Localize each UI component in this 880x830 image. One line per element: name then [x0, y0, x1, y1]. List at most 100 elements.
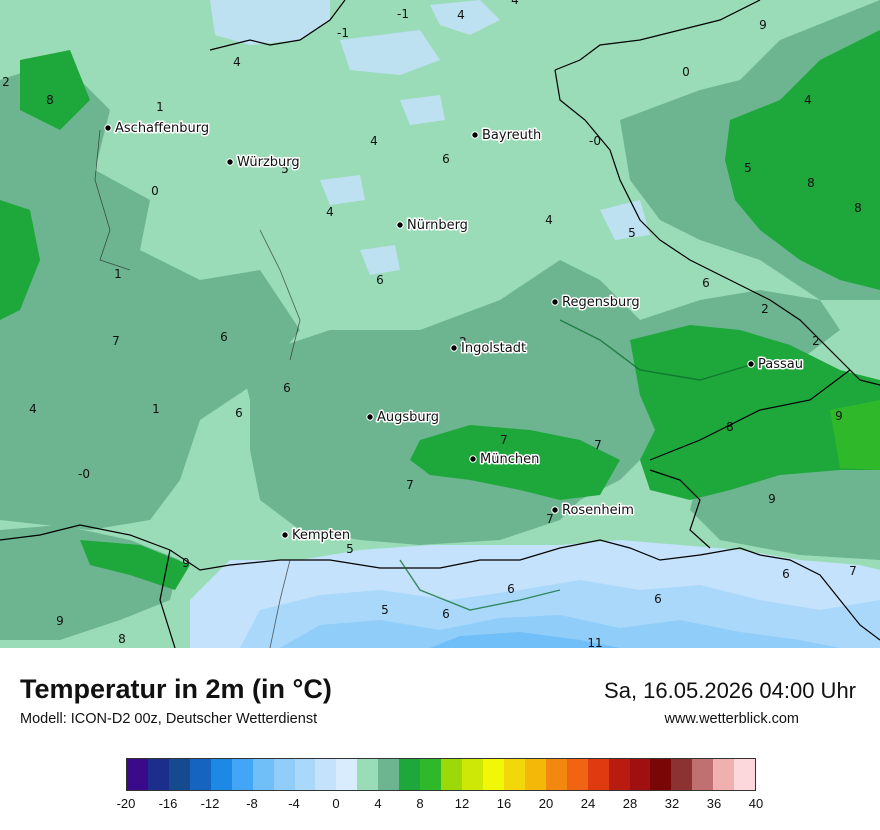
legend-tick-label: 36 [707, 796, 721, 811]
city-dot [282, 532, 288, 538]
legend-swatch [650, 759, 671, 790]
temperature-value: 2 [761, 302, 769, 316]
legend-swatch [274, 759, 295, 790]
temperature-value: 4 [233, 55, 241, 69]
legend-swatch [378, 759, 399, 790]
temperature-value: 7 [112, 334, 120, 348]
legend-tick-label: -8 [246, 796, 258, 811]
legend-swatch [420, 759, 441, 790]
legend-swatch [127, 759, 148, 790]
legend-swatch [588, 759, 609, 790]
city-label: Kempten [292, 528, 350, 543]
temperature-value: 6 [220, 330, 228, 344]
city-label: Regensburg [562, 295, 640, 310]
legend-swatch [734, 759, 755, 790]
city-marker: Rosenheim [552, 503, 634, 518]
temperature-value: 1 [114, 267, 122, 281]
temperature-value: 5 [381, 603, 389, 617]
legend-swatch [148, 759, 169, 790]
legend-swatch [399, 759, 420, 790]
legend-tick-label: 40 [749, 796, 763, 811]
city-label: Augsburg [377, 410, 439, 425]
legend-tick-label: 12 [455, 796, 469, 811]
city-label: Passau [758, 357, 803, 372]
temperature-value: 6 [283, 381, 291, 395]
legend-tick-label: 20 [539, 796, 553, 811]
city-dot [367, 414, 373, 420]
legend-swatch [462, 759, 483, 790]
city-dot [470, 456, 476, 462]
legend-swatch [483, 759, 504, 790]
legend-swatch [315, 759, 336, 790]
temperature-value: 5 [628, 226, 636, 240]
city-marker: Kempten [282, 528, 350, 543]
city-dot [227, 159, 233, 165]
temperature-value: 7 [849, 564, 857, 578]
legend-swatch [671, 759, 692, 790]
legend-swatch [713, 759, 734, 790]
temperature-value: 4 [457, 8, 465, 22]
city-label: Nürnberg [407, 218, 468, 233]
temperature-value: 6 [235, 406, 243, 420]
legend-swatch [692, 759, 713, 790]
legend-swatch [525, 759, 546, 790]
legend-swatch [169, 759, 190, 790]
legend-swatch [609, 759, 630, 790]
temperature-value: 1 [156, 100, 164, 114]
legend-tick-label: -16 [159, 796, 178, 811]
legend-swatch [441, 759, 462, 790]
legend-swatch [567, 759, 588, 790]
legend-swatch [211, 759, 232, 790]
temperature-value: 9 [759, 18, 767, 32]
legend-tick-label: 0 [332, 796, 339, 811]
legend-tick-label: 28 [623, 796, 637, 811]
color-scale-legend [126, 758, 756, 791]
temperature-value: 11 [587, 636, 602, 648]
city-label: Würzburg [237, 155, 300, 170]
temperature-value: 5 [346, 542, 354, 556]
legend-swatch [630, 759, 651, 790]
temperature-value: 9 [768, 492, 776, 506]
city-dot [552, 299, 558, 305]
city-marker: Regensburg [552, 295, 640, 310]
temperature-value: 7 [546, 512, 554, 526]
temperature-value: 4 [545, 213, 553, 227]
website-link[interactable]: www.wetterblick.com [664, 711, 799, 727]
city-label: Rosenheim [562, 503, 634, 518]
city-dot [105, 125, 111, 131]
legend-tick-label: -12 [201, 796, 220, 811]
temperature-value: 6 [654, 592, 662, 606]
legend-swatch [295, 759, 316, 790]
city-label: Bayreuth [482, 128, 541, 143]
city-dot [397, 222, 403, 228]
city-marker: München [470, 452, 540, 467]
temperature-value: 0 [682, 65, 690, 79]
legend-tick-label: -20 [117, 796, 136, 811]
temperature-value: 9 [56, 614, 64, 628]
temperature-value: 4 [804, 93, 812, 107]
legend-swatch [336, 759, 357, 790]
temperature-map: -1 4 4 9 -1 4 2 8 1 0 4 -0 6 4 5 0 5 8 4 8 4 5 1 6 6 2 7 6 2 2 4 1 6 6 9 7 7… [0, 0, 880, 648]
temperature-value: 1 [152, 402, 160, 416]
temperature-value: 6 [442, 607, 450, 621]
model-source: Modell: ICON-D2 00z, Deutscher Wetterdie… [20, 711, 317, 727]
temperature-value: 4 [29, 402, 37, 416]
temperature-value: 6 [442, 152, 450, 166]
temperature-value: -0 [78, 467, 90, 481]
temperature-value: 7 [406, 478, 414, 492]
legend-swatch [190, 759, 211, 790]
city-label: Ingolstadt [461, 341, 526, 356]
city-marker: Bayreuth [472, 128, 541, 143]
temperature-value: 6 [782, 567, 790, 581]
city-label: Aschaffenburg [115, 121, 209, 136]
temperature-value: 6 [507, 582, 515, 596]
temperature-value: 7 [500, 433, 508, 447]
city-marker: Ingolstadt [451, 341, 526, 356]
temperature-value: 8 [118, 632, 126, 646]
legend-tick-label: 4 [374, 796, 381, 811]
temperature-value: 5 [744, 161, 752, 175]
temperature-value: 7 [594, 438, 602, 452]
temperature-value: 0 [151, 184, 159, 198]
forecast-datetime: Sa, 16.05.2026 04:00 Uhr [604, 678, 856, 704]
legend-swatch [546, 759, 567, 790]
